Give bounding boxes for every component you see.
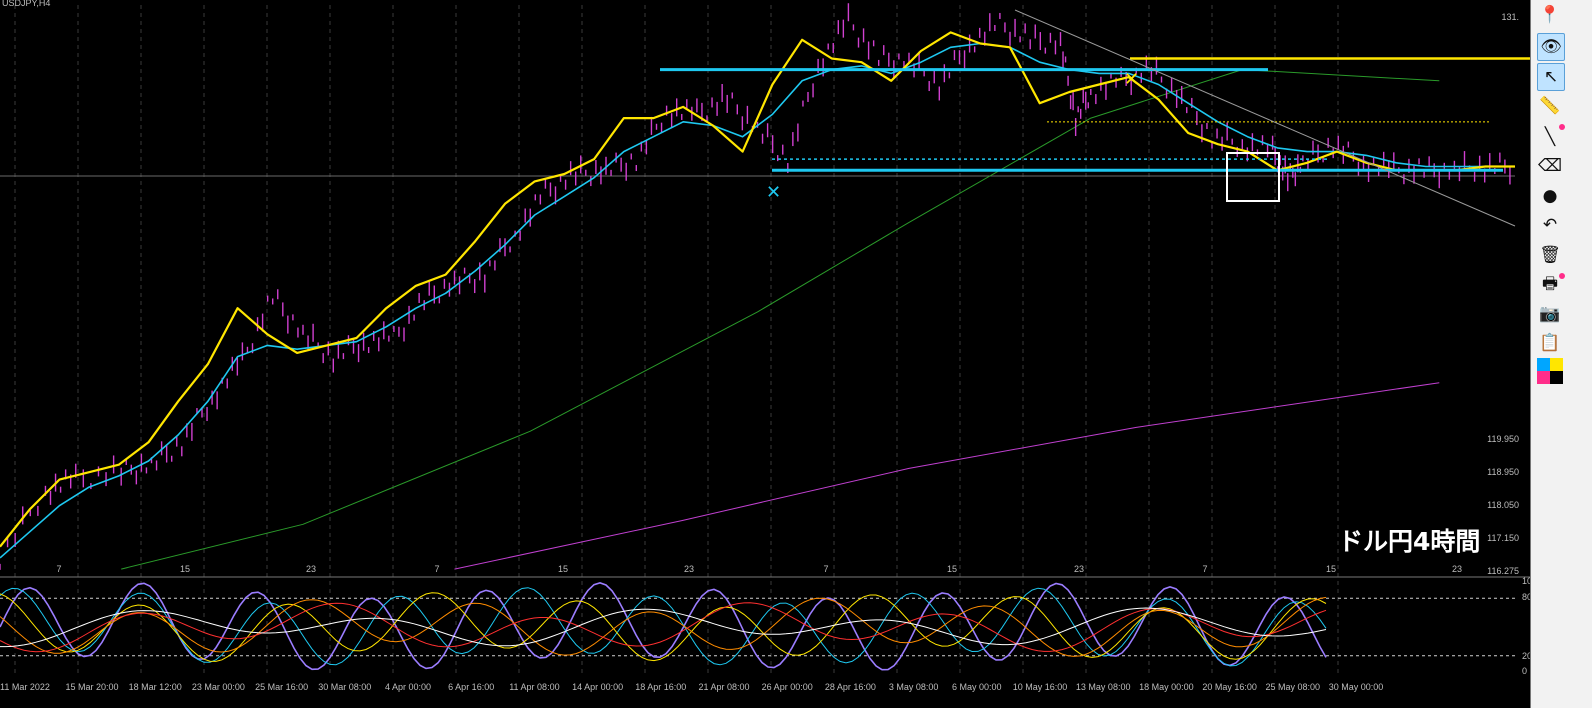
top-date-tick: 7 (434, 564, 439, 574)
x-tick-label: 3 May 08:00 (889, 682, 939, 692)
y-tick-label: 131. (1501, 12, 1519, 22)
top-date-tick: 23 (1074, 564, 1084, 574)
x-tick-label: 23 Mar 00:00 (192, 682, 245, 692)
top-date-tick: 23 (1452, 564, 1462, 574)
eraser-icon[interactable]: ⌫ (1537, 156, 1563, 176)
pin-icon[interactable]: 📍 (1539, 5, 1561, 25)
color-swatch-yellow[interactable] (1550, 358, 1563, 371)
x-tick-label: 18 Apr 16:00 (635, 682, 686, 692)
y-tick-label: 116.275 (1487, 566, 1519, 576)
x-tick-label: 25 Mar 16:00 (255, 682, 308, 692)
x-tick-label: 6 May 00:00 (952, 682, 1002, 692)
x-tick-label: 11 Apr 08:00 (509, 682, 559, 692)
trash-icon[interactable]: 🗑 (1539, 245, 1561, 265)
osc-tick-label: 100 (1522, 576, 1530, 586)
y-tick-label: 119.950 (1487, 434, 1519, 444)
top-date-tick: 23 (684, 564, 694, 574)
oscillator-line (0, 602, 1327, 653)
osc-tick-label: 80 (1522, 592, 1530, 602)
x-tick-label: 20 May 16:00 (1202, 682, 1257, 692)
osc-tick-label: 20 (1522, 651, 1530, 661)
top-date-tick: 7 (56, 564, 61, 574)
x-tick-label: 30 May 00:00 (1329, 682, 1384, 692)
drawing-annotations[interactable]: ✕✕ (660, 9, 1530, 227)
x-tick-label: 10 May 16:00 (1013, 682, 1068, 692)
x-tick-label: 26 Apr 00:00 (762, 682, 813, 692)
y-tick-label: 118.050 (1487, 500, 1519, 510)
x-tick-label: 11 Mar 2022 (0, 682, 50, 692)
osc-tick-label: 0 (1522, 666, 1527, 676)
color-swatch-black[interactable] (1550, 371, 1563, 384)
top-date-tick: 23 (306, 564, 316, 574)
oscillator-line (0, 587, 1327, 667)
x-tick-label: 28 Apr 16:00 (825, 682, 876, 692)
oscillator-line (0, 582, 1327, 671)
clipboard-icon[interactable]: 📋 (1539, 333, 1561, 353)
cursor-arrow-icon[interactable]: ↖ (1537, 63, 1565, 91)
top-date-tick: 7 (823, 564, 828, 574)
color-swatch-magenta[interactable] (1537, 371, 1550, 384)
oscillator-line (0, 592, 1327, 662)
price-candles (0, 3, 1511, 570)
highlight-box (1226, 152, 1280, 202)
oscillator-line (0, 596, 1327, 657)
x-tick-label: 4 Apr 00:00 (385, 682, 431, 692)
ma-slow-path (121, 69, 1440, 570)
eye-icon[interactable]: 👁 (1537, 33, 1565, 61)
chart-grid (0, 5, 1515, 675)
top-date-tick: 15 (558, 564, 568, 574)
y-tick-label: 117.150 (1487, 533, 1519, 543)
x-tick-label: 15 Mar 20:00 (65, 682, 118, 692)
dot-icon[interactable]: ● (1542, 186, 1558, 206)
x-tick-label: 21 Apr 08:00 (698, 682, 749, 692)
x-tick-label: 30 Mar 08:00 (318, 682, 371, 692)
line-draw-icon[interactable]: ╲ (1544, 127, 1556, 147)
ma-long-line (454, 382, 1440, 570)
notification-dot (1559, 273, 1565, 279)
ma-fast-line (0, 31, 1515, 548)
ma-slow-line (121, 69, 1440, 570)
ruler-icon[interactable]: 📏 (1539, 96, 1561, 116)
ma-mid-path (0, 42, 1515, 559)
x-tick-label: 18 May 00:00 (1139, 682, 1194, 692)
notification-dot (1559, 124, 1565, 130)
top-date-tick: 15 (180, 564, 190, 574)
top-date-tick: 15 (947, 564, 957, 574)
axes: 131.119.950118.950118.050117.150116.2751… (0, 12, 1530, 692)
ma-long-path (454, 382, 1440, 570)
ma-mid-line (0, 42, 1515, 559)
y-tick-label: 118.950 (1487, 467, 1519, 477)
printer-icon[interactable]: 🖶 (1541, 273, 1559, 294)
x-tick-label: 25 May 08:00 (1266, 682, 1321, 692)
oscillator-panel (0, 576, 1530, 671)
undo-icon[interactable]: ↶ (1542, 215, 1558, 235)
cross-marker-yellow: ✕ (1124, 69, 1139, 90)
ma-fast-path (0, 31, 1515, 548)
color-swatch-cyan[interactable] (1537, 358, 1550, 371)
x-tick-label: 14 Apr 00:00 (572, 682, 623, 692)
oscillator-line (0, 607, 1327, 648)
x-tick-label: 13 May 08:00 (1076, 682, 1131, 692)
price-chart[interactable]: ✕✕ 131.119.950118.950118.050117.150116.2… (0, 0, 1530, 708)
top-date-tick: 15 (1326, 564, 1336, 574)
chart-caption: ドル円4時間 (1338, 527, 1481, 556)
drawing-toolbar: 📍 👁 ↖ 📏 ╲ ⌫ ● ↶ 🗑 🖶 📷 📋 (1530, 0, 1592, 708)
x-tick-label: 18 Mar 12:00 (129, 682, 182, 692)
x-tick-label: 6 Apr 16:00 (448, 682, 494, 692)
camera-icon[interactable]: 📷 (1539, 304, 1561, 324)
cross-marker-cyan: ✕ (766, 182, 781, 203)
top-date-tick: 7 (1202, 564, 1207, 574)
trendline (1014, 9, 1516, 227)
chart-symbol-label: USDJPY,H4 (2, 0, 51, 8)
